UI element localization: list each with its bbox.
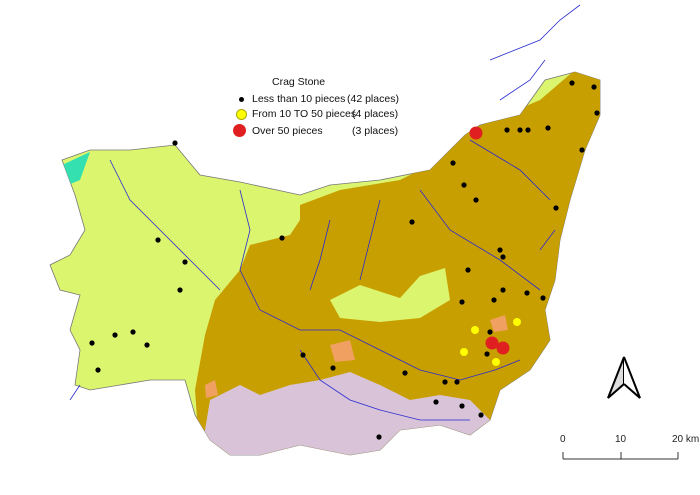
site-marker-small: [433, 399, 439, 405]
site-marker-small: [461, 182, 467, 188]
site-marker-small: [504, 127, 510, 133]
site-marker-small: [497, 247, 503, 253]
site-marker-small: [540, 295, 546, 301]
site-marker-small: [89, 340, 95, 346]
site-marker-small: [459, 403, 465, 409]
site-marker-small: [500, 254, 506, 260]
site-marker-small: [130, 329, 136, 335]
site-marker-small: [459, 299, 465, 305]
site-marker-small: [300, 352, 306, 358]
site-marker-small: [330, 365, 336, 371]
site-marker-small: [182, 259, 188, 265]
crag-area: [195, 72, 600, 455]
lower-area: [330, 268, 450, 322]
site-marker-large: [485, 336, 499, 350]
site-marker-large: [469, 126, 483, 140]
site-marker-small: [172, 140, 178, 146]
site-marker-small: [591, 84, 597, 90]
legend-title: Crag Stone: [272, 76, 326, 88]
site-marker-small: [491, 297, 497, 303]
site-marker-small: [545, 125, 551, 131]
red-dot-icon: [233, 124, 246, 137]
scale-bar: [562, 452, 679, 460]
site-marker-small: [525, 127, 531, 133]
site-marker-small: [279, 235, 285, 241]
site-marker-small: [487, 329, 493, 335]
site-marker-large: [496, 341, 510, 355]
site-marker-medium: [460, 348, 468, 356]
site-marker-small: [155, 237, 161, 243]
site-marker-small: [517, 127, 523, 133]
site-marker-medium: [471, 326, 479, 334]
site-marker-small: [450, 160, 456, 166]
site-marker-small: [112, 332, 118, 338]
scale-label-20: 20 km: [672, 434, 700, 445]
site-marker-small: [409, 219, 415, 225]
site-marker-small: [594, 110, 600, 116]
legend-count: (4 places): [352, 108, 399, 120]
site-marker-small: [500, 287, 506, 293]
site-marker-small: [484, 351, 490, 357]
green-west-patch: [62, 152, 90, 185]
legend-count: (3 places): [352, 125, 399, 137]
legend-label: From 10 TO 50 pieces: [252, 108, 357, 120]
site-marker-small: [376, 434, 382, 440]
site-marker-small: [144, 342, 150, 348]
site-marker-medium: [492, 358, 500, 366]
site-marker-small: [478, 412, 484, 418]
scale-label-0: 0: [560, 434, 566, 445]
site-marker-small: [442, 379, 448, 385]
legend-label: Less than 10 pieces: [252, 93, 346, 105]
site-marker-small: [402, 370, 408, 376]
site-marker-medium: [513, 318, 521, 326]
legend-count: (42 places): [347, 93, 399, 105]
site-marker-small: [553, 205, 559, 211]
site-marker-small: [569, 80, 575, 86]
yellow-dot-icon: [236, 109, 247, 120]
scale-label-10: 10: [615, 434, 627, 445]
site-marker-small: [177, 287, 183, 293]
site-marker-small: [465, 267, 471, 273]
rivers: [69, 4, 581, 421]
north-arrow-icon: [607, 356, 641, 399]
site-marker-small: [524, 290, 530, 296]
site-marker-small: [95, 367, 101, 373]
site-marker-small: [454, 379, 460, 385]
black-dot-icon: [239, 97, 244, 102]
site-marker-small: [473, 197, 479, 203]
site-marker-small: [579, 147, 585, 153]
legend-label: Over 50 pieces: [252, 125, 323, 137]
